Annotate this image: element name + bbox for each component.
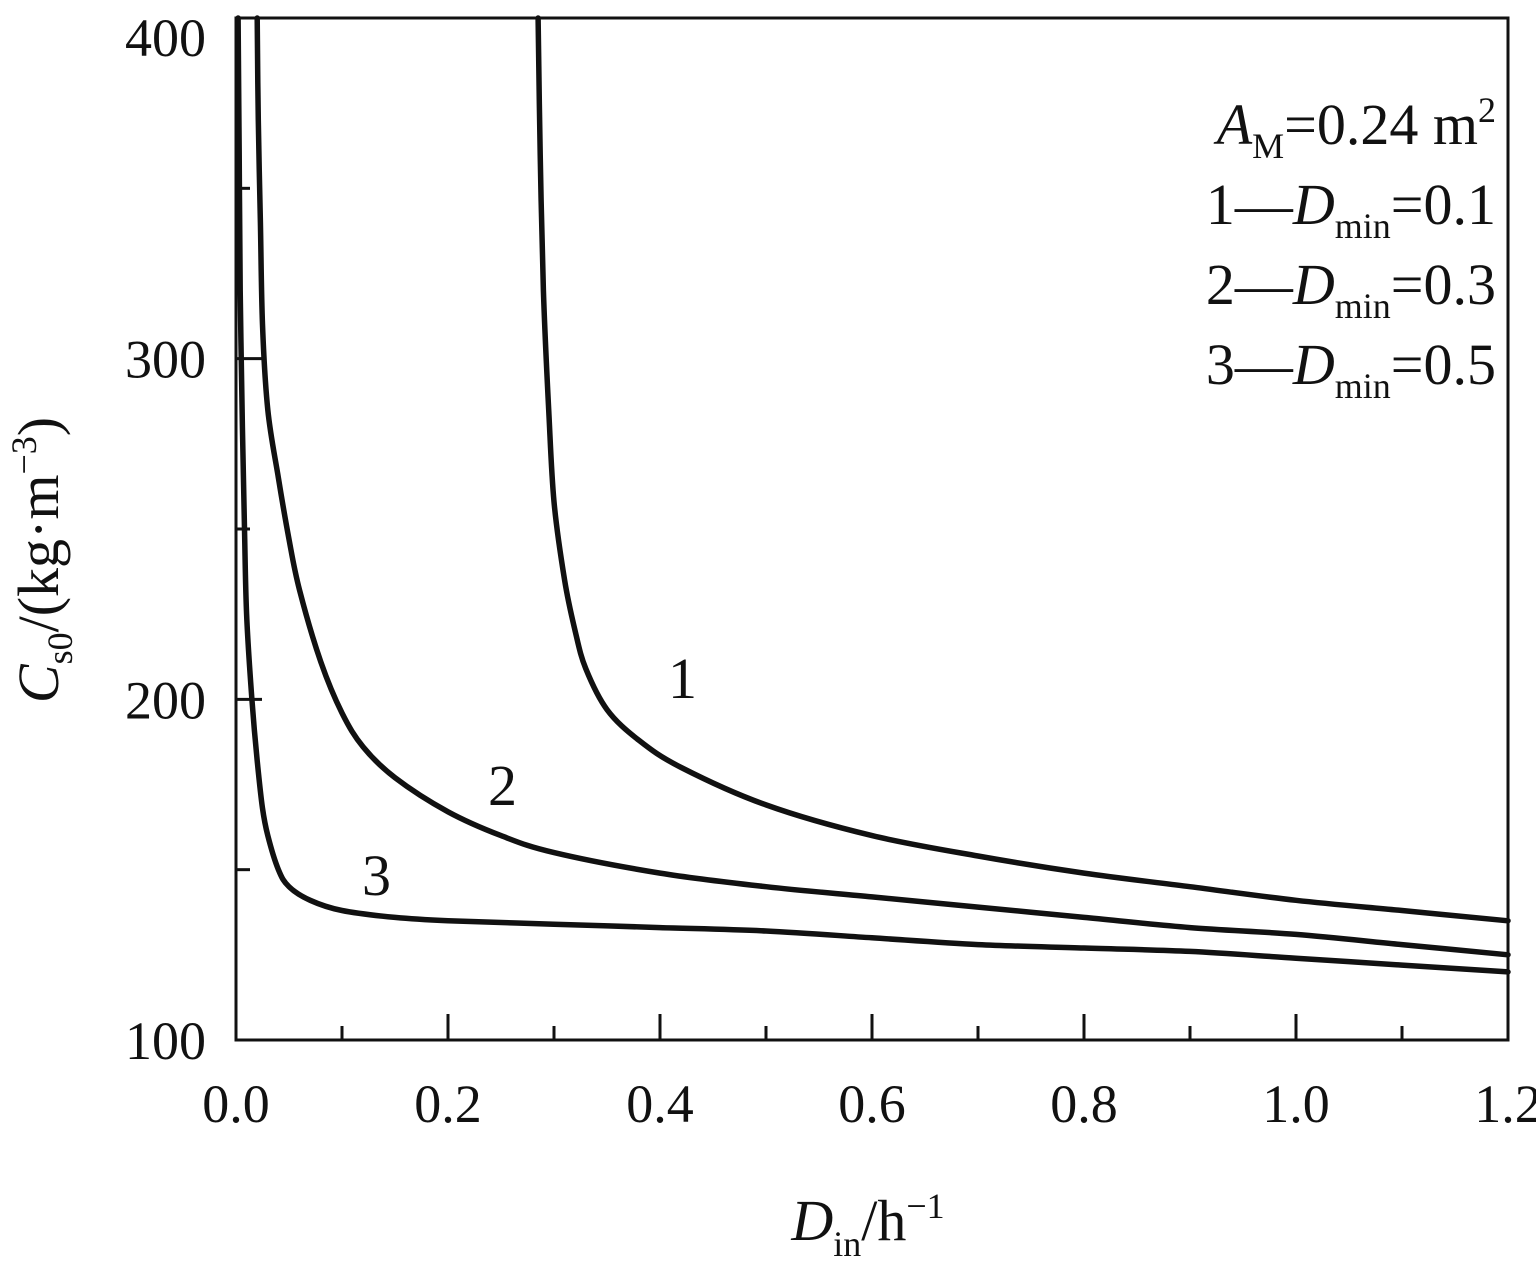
legend-header: AM=0.24 m2 — [1213, 90, 1496, 166]
y-tick-label: 300 — [125, 330, 206, 390]
x-tick-label: 0.0 — [202, 1074, 270, 1134]
x-tick-label: 1.2 — [1474, 1074, 1536, 1134]
series-lines — [235, 15, 1511, 975]
y-axis-title: Cs0/(kg·m−3) — [4, 417, 80, 703]
legend-entry-3: 3—Dmin=0.5 — [1206, 332, 1496, 406]
legend-entry-1: 1—Dmin=0.1 — [1206, 172, 1496, 246]
legend: AM=0.24 m2 1—Dmin=0.1 2—Dmin=0.3 3—Dmin=… — [1206, 90, 1496, 406]
series-line-1 — [535, 15, 1511, 924]
legend-entry-2: 2—Dmin=0.3 — [1206, 252, 1496, 326]
curve-label-1: 1 — [668, 646, 697, 711]
x-tick-label: 0.6 — [838, 1074, 906, 1134]
x-axis-title: Din/h−1 — [790, 1186, 944, 1264]
curve-label-3: 3 — [362, 843, 391, 908]
y-tick-label: 400 — [125, 8, 206, 68]
series-line-2 — [254, 15, 1511, 958]
series-line-3 — [235, 15, 1511, 975]
x-tick-label: 1.0 — [1262, 1074, 1330, 1134]
x-tick-label: 0.2 — [414, 1074, 482, 1134]
curve-label-2: 2 — [488, 753, 517, 818]
y-axis-ticks: 100 200 300 400 — [125, 8, 262, 1071]
y-tick-label: 200 — [125, 670, 206, 730]
y-tick-label: 100 — [125, 1011, 206, 1071]
x-tick-label: 0.4 — [626, 1074, 694, 1134]
x-axis-ticks: 0.0 0.2 0.4 0.6 0.8 1.0 1.2 — [202, 1014, 1536, 1134]
x-tick-label: 0.8 — [1050, 1074, 1118, 1134]
plot-frame — [234, 16, 1510, 1042]
